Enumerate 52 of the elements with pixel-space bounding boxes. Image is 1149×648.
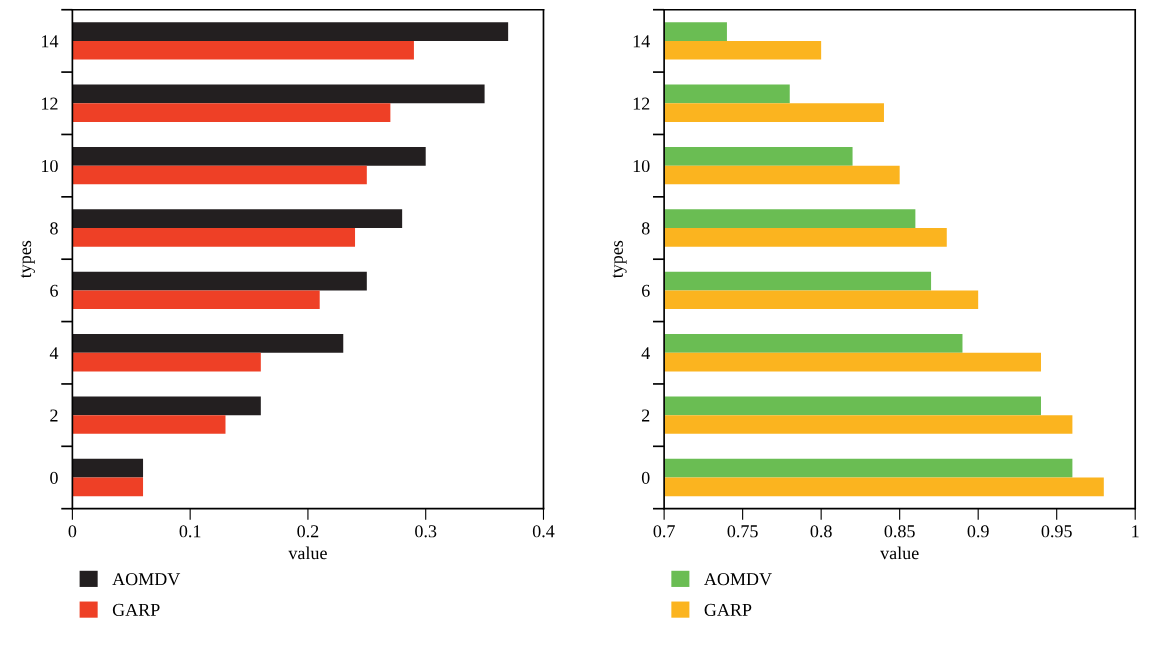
bar — [72, 209, 403, 229]
bar — [72, 458, 144, 478]
legend-label: GARP — [704, 603, 752, 616]
x-tick-label: 0 — [68, 525, 77, 538]
legend-label: GARP — [112, 603, 160, 616]
y-tick-label: 14 — [42, 35, 59, 48]
y-tick-label: 8 — [641, 222, 650, 235]
legend-label: AOMDV — [704, 573, 772, 586]
y-tick-label: 0 — [50, 471, 58, 484]
y-tick-label: 14 — [633, 35, 650, 48]
x-tick-label: 0.9 — [967, 525, 989, 538]
bar — [72, 228, 356, 247]
bar — [72, 165, 367, 185]
bar — [72, 146, 426, 166]
x-axis-title: value — [288, 546, 327, 560]
x-axis-title: value — [880, 546, 919, 560]
y-tick-label: 4 — [641, 347, 650, 360]
bar — [72, 477, 144, 497]
x-tick-label: 0.85 — [884, 525, 915, 538]
y-tick-label: 6 — [50, 284, 58, 297]
bar — [72, 271, 367, 291]
y-tick-label: 10 — [633, 159, 650, 173]
x-tick-label: 0.75 — [727, 525, 758, 538]
bar — [72, 40, 414, 60]
y-tick-label: 4 — [49, 347, 59, 360]
x-tick-label: 0.2 — [297, 525, 319, 538]
bar — [72, 103, 391, 122]
bar — [72, 84, 485, 104]
y-tick-label: 12 — [633, 97, 650, 110]
x-tick-label: 0.1 — [179, 525, 201, 538]
y-tick-label: 8 — [50, 222, 58, 235]
y-axis-title: types — [612, 240, 627, 279]
y-tick-label: 2 — [50, 409, 58, 422]
x-tick-label: 1 — [1132, 525, 1139, 538]
bar — [72, 352, 261, 372]
y-tick-label: 0 — [641, 471, 650, 484]
bar — [72, 415, 226, 434]
bar — [72, 290, 320, 310]
x-tick-label: 0.7 — [653, 525, 675, 538]
bar — [72, 396, 261, 416]
legend-label: AOMDV — [112, 573, 181, 586]
x-tick-label: 0.8 — [810, 525, 832, 538]
bar — [72, 22, 509, 41]
y-tick-label: 6 — [641, 284, 650, 297]
x-tick-label: 0.95 — [1041, 525, 1072, 538]
y-tick-label: 10 — [42, 159, 58, 173]
y-tick-label: 12 — [42, 97, 58, 110]
y-tick-label: 2 — [642, 409, 650, 422]
y-axis-title: types — [20, 240, 35, 279]
x-tick-label: 0.4 — [532, 525, 555, 538]
bar — [72, 334, 344, 353]
x-tick-label: 0.3 — [415, 525, 437, 538]
